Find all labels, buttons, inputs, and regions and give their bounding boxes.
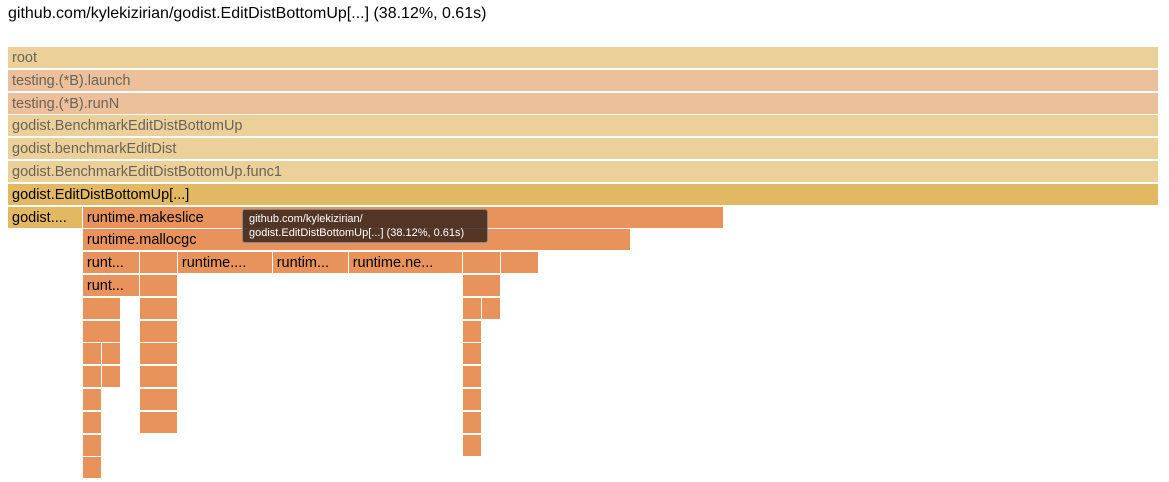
flame-frame-unlabeled[interactable]: [462, 297, 482, 320]
flame-frame-unlabeled[interactable]: [139, 366, 178, 389]
flame-frame-unlabeled[interactable]: [462, 389, 482, 411]
flame-frame-unlabeled[interactable]: [82, 389, 102, 411]
flame-frame-unlabeled[interactable]: [139, 320, 178, 343]
flame-frame[interactable]: runt...: [82, 252, 140, 275]
flame-frame-unlabeled[interactable]: [462, 411, 482, 434]
flame-frame[interactable]: runtime.ne...: [348, 252, 463, 275]
flame-frame-unlabeled[interactable]: [139, 389, 178, 411]
flame-frame-unlabeled[interactable]: [462, 366, 482, 389]
flame-frame[interactable]: godist....: [8, 206, 83, 229]
flame-frame-unlabeled[interactable]: [82, 411, 102, 434]
flame-frame-unlabeled[interactable]: [82, 297, 121, 320]
flame-frame-unlabeled[interactable]: [82, 343, 102, 366]
flame-frame[interactable]: runtim...: [272, 252, 349, 275]
flame-frame-unlabeled[interactable]: [82, 366, 102, 389]
flame-frame-unlabeled[interactable]: [462, 252, 501, 275]
flame-frame-unlabeled[interactable]: [139, 252, 178, 275]
flame-frame-unlabeled[interactable]: [101, 343, 121, 366]
flame-frame-unlabeled[interactable]: [82, 434, 102, 457]
tooltip-line-1: github.com/kylekizirian/: [249, 213, 363, 225]
flame-frame-unlabeled[interactable]: [139, 343, 178, 366]
flame-frame-unlabeled[interactable]: [101, 366, 121, 389]
flame-frame[interactable]: godist.BenchmarkEditDistBottomUp: [8, 115, 1159, 138]
flame-frame[interactable]: root: [8, 47, 1159, 69]
flame-frame-unlabeled[interactable]: [462, 434, 482, 457]
flame-frame[interactable]: godist.BenchmarkEditDistBottomUp.func1: [8, 161, 1159, 183]
page-title: github.com/kylekizirian/godist.EditDistB…: [8, 5, 487, 22]
frame-tooltip: github.com/kylekizirian/ godist.EditDist…: [242, 209, 488, 243]
flame-frame[interactable]: testing.(*B).runN: [8, 92, 1159, 115]
flame-frame[interactable]: runt...: [82, 275, 140, 297]
tooltip-line-2: godist.EditDistBottomUp[...] (38.12%, 0.…: [249, 227, 465, 239]
flame-frame-unlabeled[interactable]: [82, 320, 121, 343]
flame-frame-unlabeled[interactable]: [481, 297, 501, 320]
flame-frame-unlabeled[interactable]: [139, 275, 178, 297]
flame-frame-unlabeled[interactable]: [139, 411, 178, 434]
flame-frame-unlabeled[interactable]: [500, 252, 539, 275]
flame-frame[interactable]: godist.benchmarkEditDist: [8, 138, 1159, 161]
flame-frame-unlabeled[interactable]: [139, 297, 178, 320]
flame-frame-unlabeled[interactable]: [462, 343, 482, 366]
flame-frame[interactable]: godist.EditDistBottomUp[...]: [8, 183, 1159, 206]
flame-frame[interactable]: testing.(*B).launch: [8, 69, 1159, 92]
flame-frame-unlabeled[interactable]: [462, 275, 501, 297]
flame-frame-unlabeled[interactable]: [462, 320, 482, 343]
flame-frame[interactable]: runtime....: [177, 252, 273, 275]
flame-frame-unlabeled[interactable]: [82, 457, 102, 480]
